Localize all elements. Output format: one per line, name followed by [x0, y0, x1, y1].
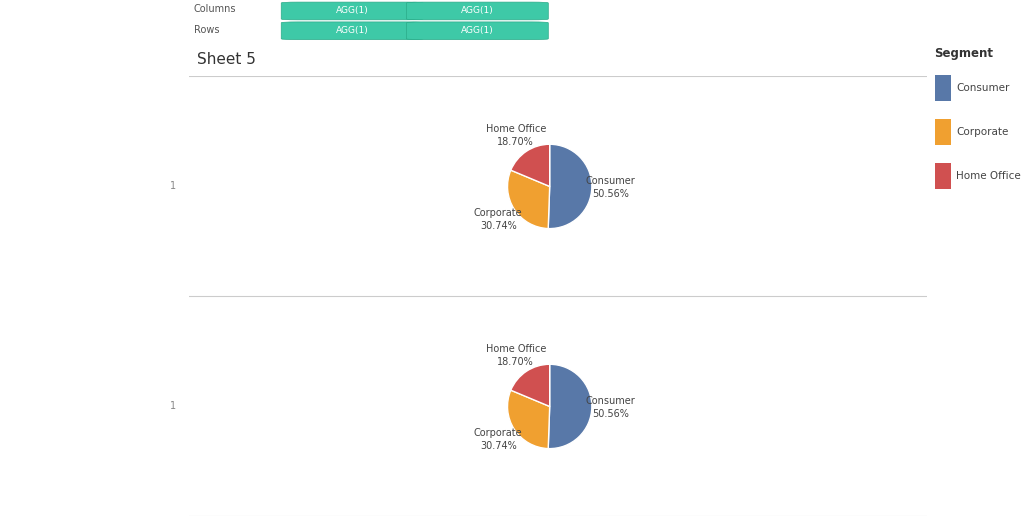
- FancyBboxPatch shape: [407, 22, 548, 40]
- Text: 1: 1: [170, 181, 176, 191]
- Text: Home Office: Home Office: [956, 171, 1021, 181]
- Text: Rows: Rows: [194, 25, 219, 35]
- Text: 1: 1: [170, 402, 176, 412]
- Wedge shape: [508, 390, 550, 448]
- Text: AGG(1): AGG(1): [461, 6, 494, 15]
- Text: Home Office
18.70%: Home Office 18.70%: [485, 124, 546, 147]
- Wedge shape: [511, 364, 550, 406]
- Text: AGG(1): AGG(1): [461, 26, 494, 35]
- Text: Consumer
50.56%: Consumer 50.56%: [586, 396, 636, 419]
- Bar: [935, 75, 951, 101]
- FancyBboxPatch shape: [282, 22, 423, 40]
- FancyBboxPatch shape: [407, 2, 548, 20]
- Wedge shape: [548, 364, 592, 448]
- Text: Consumer
50.56%: Consumer 50.56%: [586, 176, 636, 199]
- Wedge shape: [548, 144, 592, 229]
- Text: AGG(1): AGG(1): [336, 6, 369, 15]
- Wedge shape: [511, 144, 550, 187]
- Bar: [935, 119, 951, 145]
- Text: Home Office
18.70%: Home Office 18.70%: [485, 344, 546, 367]
- Bar: [935, 163, 951, 189]
- Text: Sheet 5: Sheet 5: [197, 52, 256, 67]
- Text: Consumer: Consumer: [956, 83, 1010, 93]
- FancyBboxPatch shape: [282, 2, 423, 20]
- Text: Segment: Segment: [935, 47, 993, 60]
- Text: AGG(1): AGG(1): [336, 26, 369, 35]
- Text: Corporate
30.74%: Corporate 30.74%: [474, 428, 522, 451]
- Wedge shape: [508, 170, 550, 229]
- Text: Corporate: Corporate: [956, 127, 1009, 137]
- Text: Columns: Columns: [194, 4, 237, 14]
- Text: Corporate
30.74%: Corporate 30.74%: [474, 208, 522, 231]
